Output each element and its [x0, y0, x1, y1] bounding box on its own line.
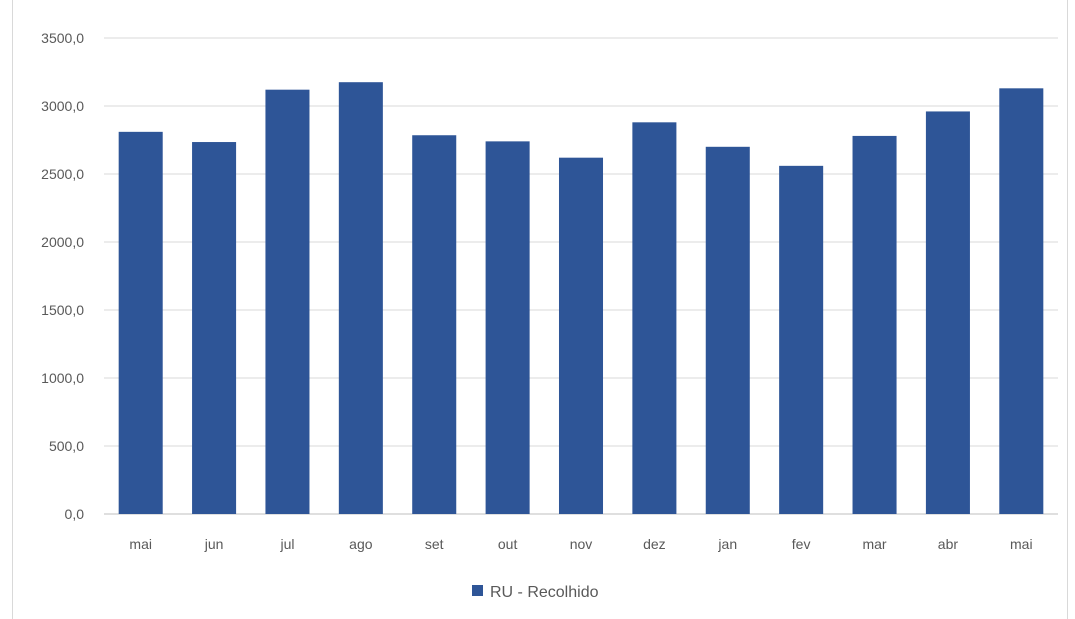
bar	[412, 135, 457, 515]
y-tick-label: 3500,0	[41, 30, 84, 46]
legend-swatch	[472, 585, 483, 596]
x-tick-label: jul	[279, 536, 294, 552]
bar	[265, 89, 310, 515]
x-tick-label: fev	[792, 536, 811, 552]
y-axis: 0,0 500,0 1000,0 1500,0 2000,0 2500,0 3000,0 35…	[41, 30, 84, 522]
x-tick-label: ago	[349, 536, 373, 552]
y-tick-label: 0,0	[65, 506, 85, 522]
x-tick-label: out	[498, 536, 518, 552]
x-tick-label: mai	[1010, 536, 1033, 552]
y-tick-label: 2500,0	[41, 166, 84, 182]
bar	[192, 142, 237, 515]
bar	[558, 157, 604, 514]
legend-label: RU - Recolhido	[490, 584, 599, 601]
bar	[999, 88, 1044, 514]
x-tick-label: jan	[717, 536, 737, 552]
legend: RU - Recolhido	[472, 584, 599, 601]
bars	[118, 82, 1044, 515]
bar	[779, 165, 824, 514]
bar	[852, 135, 897, 515]
x-tick-label: set	[425, 536, 444, 552]
bar	[485, 141, 530, 515]
bar	[118, 131, 163, 514]
bar	[338, 82, 383, 514]
x-tick-label: mar	[862, 536, 886, 552]
y-tick-label: 2000,0	[41, 234, 84, 250]
x-tick-label: mai	[129, 536, 152, 552]
y-tick-label: 3000,0	[41, 98, 84, 114]
chart-frame	[12, 0, 1068, 619]
x-tick-label: jun	[204, 536, 224, 552]
y-tick-label: 1000,0	[41, 370, 84, 386]
bar	[632, 122, 677, 514]
x-tick-label: dez	[643, 536, 666, 552]
y-tick-label: 1500,0	[41, 302, 84, 318]
bar	[705, 146, 750, 515]
bar	[925, 111, 970, 514]
x-tick-label: abr	[938, 536, 959, 552]
x-tick-label: nov	[570, 536, 593, 552]
y-tick-label: 500,0	[49, 438, 84, 454]
x-axis: mai jun jul ago set out nov dez jan fev mar abr mai	[129, 536, 1032, 552]
